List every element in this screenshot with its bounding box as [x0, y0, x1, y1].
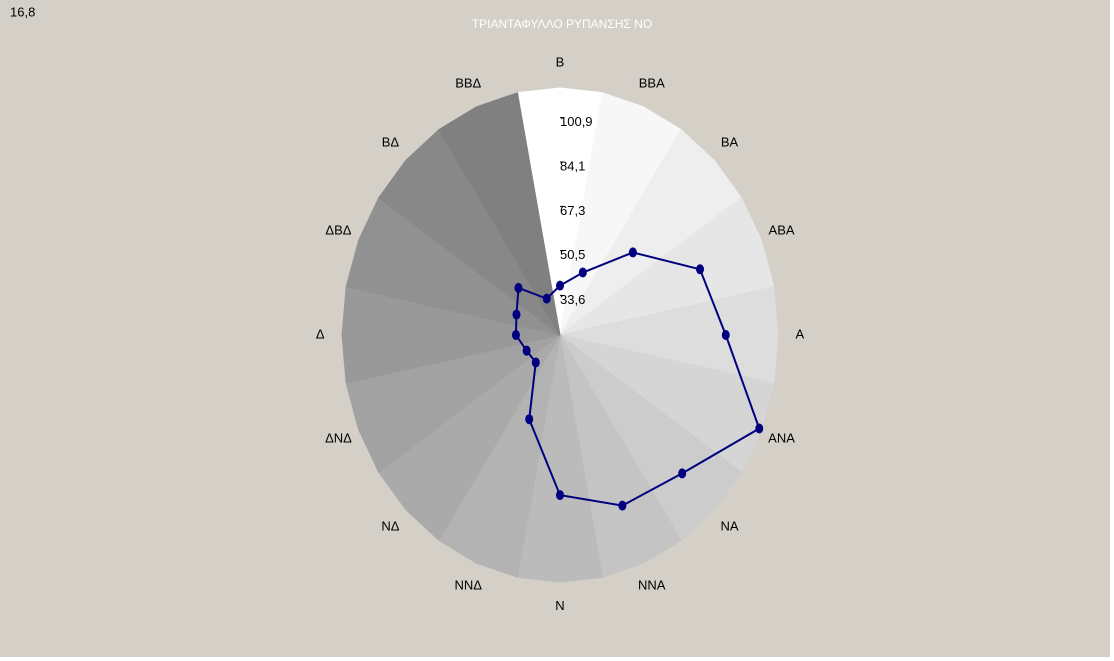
data-point [556, 490, 564, 501]
direction-label: NA [721, 519, 739, 534]
corner-label: 16,8 [10, 4, 35, 19]
data-point [522, 345, 531, 356]
direction-label: B [556, 55, 565, 70]
direction-label: NΔ [381, 519, 399, 534]
r-tick-label: 50,5 [560, 247, 585, 262]
direction-label: Δ [316, 326, 325, 341]
data-point [514, 282, 523, 293]
data-point [512, 309, 521, 320]
direction-label: BBA [639, 75, 665, 90]
data-point [721, 330, 730, 340]
direction-label: N [555, 598, 564, 613]
chart-title: ΤΡΙΑΝΤΑΦΥΛΛΟ ΡΥΠΑΝΣΗΣ NO [472, 17, 652, 31]
sector [438, 92, 561, 336]
direction-label: BΔ [382, 134, 400, 149]
direction-label: ΔNΔ [325, 430, 352, 445]
direction-label: ABA [769, 222, 795, 237]
direction-label: BA [721, 134, 739, 149]
r-tick-label: 84,1 [560, 158, 585, 173]
direction-label: NNA [638, 577, 666, 592]
data-point [755, 423, 764, 434]
data-point [542, 293, 551, 304]
direction-label: BBΔ [455, 75, 481, 90]
direction-label: NNΔ [454, 577, 482, 592]
direction-label: ΔBΔ [325, 222, 351, 237]
r-tick-label: 33,6 [560, 292, 585, 307]
data-point [556, 280, 564, 291]
data-point [696, 264, 705, 275]
data-point [525, 414, 534, 425]
direction-label: ANA [768, 430, 795, 445]
direction-label: A [795, 326, 804, 341]
data-point [511, 330, 520, 340]
r-tick-label: 67,3 [560, 203, 585, 218]
data-point [618, 500, 627, 511]
data-point [531, 357, 540, 368]
data-point [578, 267, 587, 278]
data-point [678, 468, 687, 479]
data-point [628, 247, 637, 258]
r-tick-label: 100,9 [560, 114, 593, 129]
